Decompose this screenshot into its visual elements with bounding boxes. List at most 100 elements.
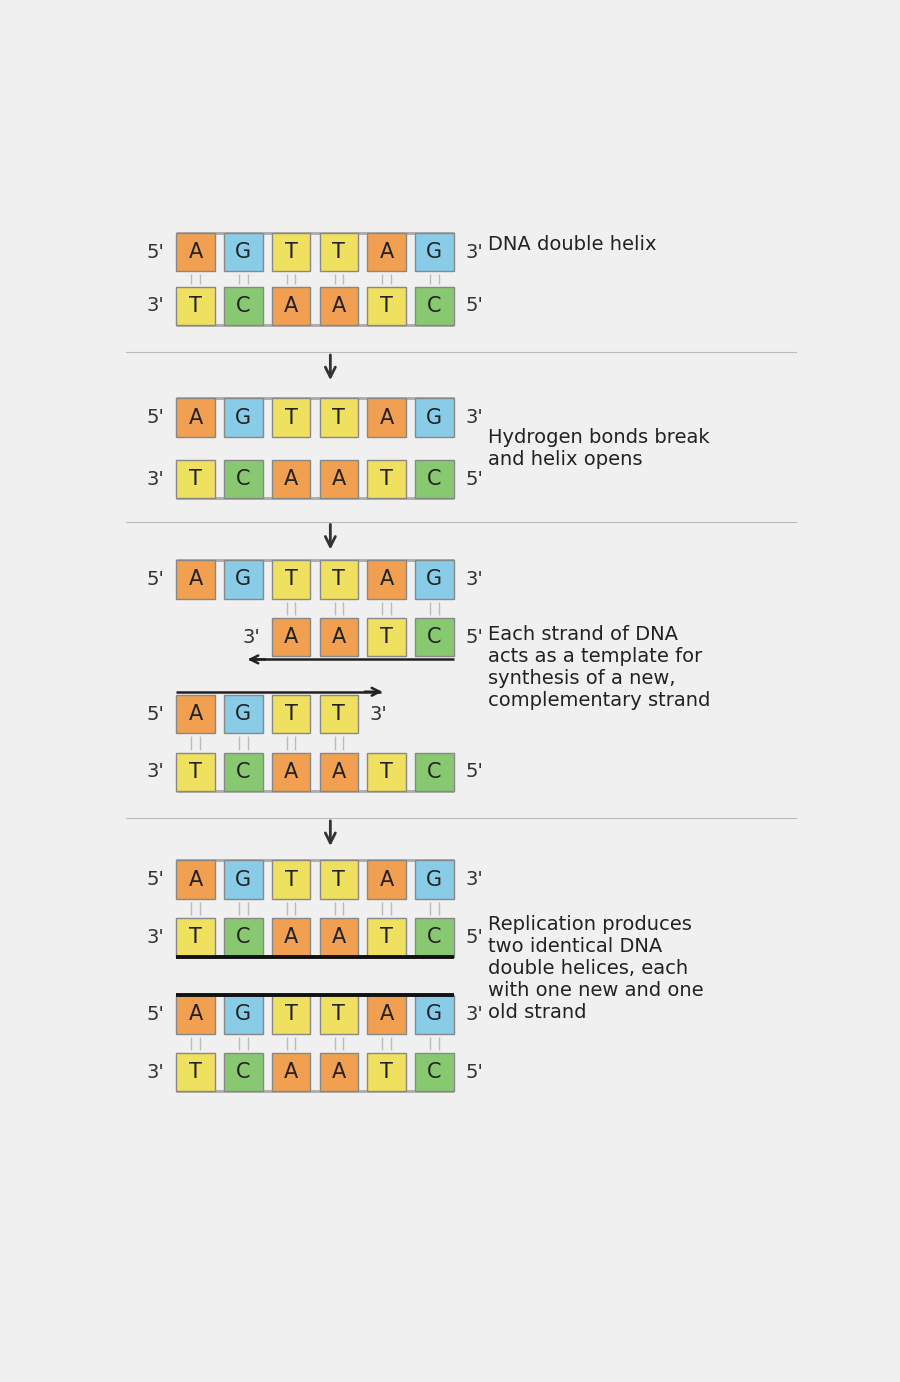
Text: 3': 3' (465, 569, 483, 589)
Text: 5': 5' (465, 297, 483, 315)
Text: T: T (332, 1005, 346, 1024)
Text: A: A (332, 296, 346, 316)
FancyBboxPatch shape (415, 1053, 454, 1092)
FancyBboxPatch shape (272, 1053, 310, 1092)
FancyBboxPatch shape (224, 753, 263, 791)
Text: T: T (380, 296, 393, 316)
Text: C: C (236, 927, 250, 948)
Text: G: G (235, 703, 251, 724)
FancyBboxPatch shape (224, 460, 263, 499)
Text: A: A (284, 927, 298, 948)
FancyBboxPatch shape (415, 398, 454, 437)
Text: A: A (188, 869, 202, 890)
Text: G: G (427, 869, 443, 890)
FancyBboxPatch shape (320, 753, 358, 791)
Text: A: A (188, 1005, 202, 1024)
FancyBboxPatch shape (367, 560, 406, 598)
Text: 3': 3' (147, 470, 165, 489)
Text: A: A (332, 470, 346, 489)
Text: A: A (188, 408, 202, 427)
FancyBboxPatch shape (176, 753, 215, 791)
Text: A: A (284, 1063, 298, 1082)
Text: 5': 5' (147, 243, 165, 261)
Text: Each strand of DNA
acts as a template for
synthesis of a new,
complementary stra: Each strand of DNA acts as a template fo… (488, 626, 711, 710)
Text: G: G (235, 869, 251, 890)
FancyBboxPatch shape (272, 753, 310, 791)
Text: T: T (380, 761, 393, 782)
Text: T: T (284, 703, 298, 724)
FancyBboxPatch shape (224, 398, 263, 437)
Text: T: T (332, 569, 346, 589)
FancyBboxPatch shape (367, 618, 406, 656)
FancyBboxPatch shape (272, 618, 310, 656)
FancyBboxPatch shape (415, 618, 454, 656)
Text: 3': 3' (465, 408, 483, 427)
Text: G: G (235, 1005, 251, 1024)
Text: A: A (380, 242, 393, 263)
FancyBboxPatch shape (320, 286, 358, 325)
FancyBboxPatch shape (320, 995, 358, 1034)
Text: T: T (189, 296, 202, 316)
FancyBboxPatch shape (176, 232, 215, 271)
Text: 3': 3' (465, 871, 483, 889)
Text: 3': 3' (465, 243, 483, 261)
FancyBboxPatch shape (224, 560, 263, 598)
Text: T: T (332, 408, 346, 427)
Text: T: T (380, 1063, 393, 1082)
Text: G: G (427, 569, 443, 589)
FancyBboxPatch shape (272, 286, 310, 325)
FancyBboxPatch shape (176, 398, 215, 437)
Text: C: C (236, 1063, 250, 1082)
Text: A: A (332, 627, 346, 647)
Text: 5': 5' (147, 1005, 165, 1024)
Text: T: T (189, 470, 202, 489)
FancyBboxPatch shape (272, 460, 310, 499)
Text: Hydrogen bonds break
and helix opens: Hydrogen bonds break and helix opens (488, 428, 710, 468)
Text: 3': 3' (147, 1063, 165, 1082)
Text: C: C (428, 296, 442, 316)
Text: C: C (236, 470, 250, 489)
FancyBboxPatch shape (367, 753, 406, 791)
FancyBboxPatch shape (272, 861, 310, 898)
Text: C: C (236, 761, 250, 782)
Text: 5': 5' (465, 470, 483, 489)
FancyBboxPatch shape (320, 232, 358, 271)
FancyBboxPatch shape (367, 861, 406, 898)
FancyBboxPatch shape (320, 398, 358, 437)
Text: T: T (380, 627, 393, 647)
FancyBboxPatch shape (367, 918, 406, 956)
FancyBboxPatch shape (415, 560, 454, 598)
Text: A: A (380, 569, 393, 589)
Text: Replication produces
two identical DNA
double helices, each
with one new and one: Replication produces two identical DNA d… (488, 915, 704, 1021)
Text: G: G (427, 408, 443, 427)
FancyBboxPatch shape (272, 232, 310, 271)
Text: A: A (188, 569, 202, 589)
Text: C: C (428, 470, 442, 489)
FancyBboxPatch shape (415, 918, 454, 956)
FancyBboxPatch shape (320, 861, 358, 898)
Text: C: C (428, 1063, 442, 1082)
FancyBboxPatch shape (367, 460, 406, 499)
Text: G: G (427, 1005, 443, 1024)
Text: 5': 5' (147, 871, 165, 889)
Text: T: T (284, 1005, 298, 1024)
FancyBboxPatch shape (176, 861, 215, 898)
Text: A: A (380, 408, 393, 427)
Text: C: C (428, 627, 442, 647)
FancyBboxPatch shape (320, 618, 358, 656)
Text: T: T (380, 927, 393, 948)
FancyBboxPatch shape (176, 695, 215, 734)
FancyBboxPatch shape (176, 1053, 215, 1092)
Text: 5': 5' (465, 1063, 483, 1082)
Text: A: A (380, 1005, 393, 1024)
FancyBboxPatch shape (415, 286, 454, 325)
Text: T: T (332, 242, 346, 263)
Text: T: T (332, 703, 346, 724)
FancyBboxPatch shape (415, 995, 454, 1034)
FancyBboxPatch shape (367, 995, 406, 1034)
FancyBboxPatch shape (224, 918, 263, 956)
FancyBboxPatch shape (320, 695, 358, 734)
FancyBboxPatch shape (176, 286, 215, 325)
Text: C: C (428, 927, 442, 948)
Text: A: A (332, 1063, 346, 1082)
